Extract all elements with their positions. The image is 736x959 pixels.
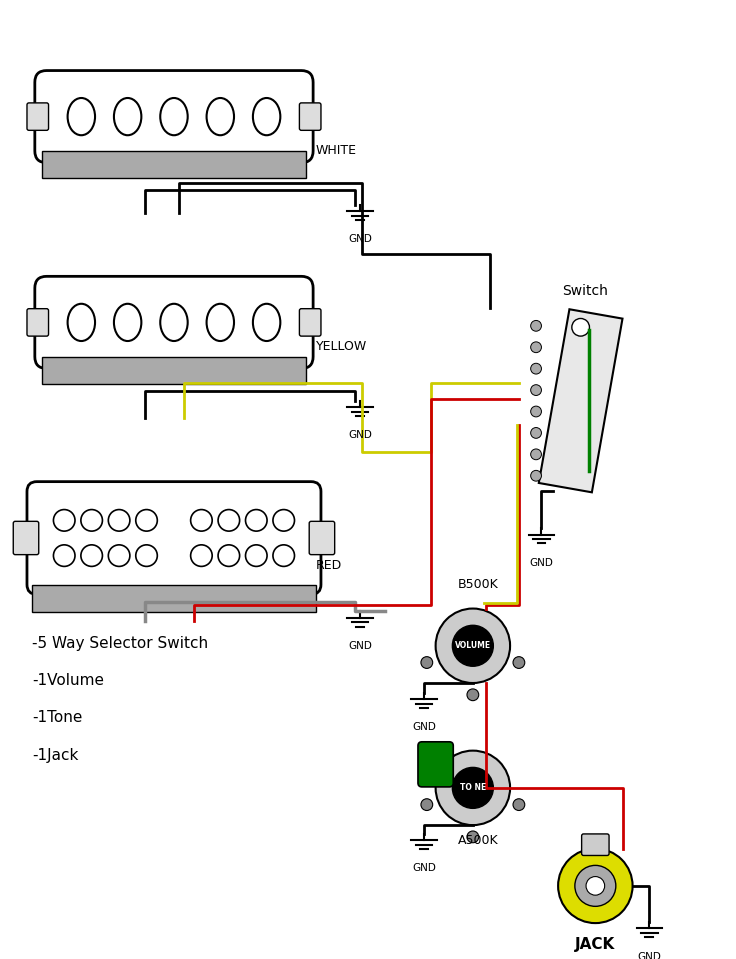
Text: B500K: B500K — [457, 578, 498, 591]
Circle shape — [531, 320, 542, 331]
Circle shape — [436, 751, 510, 825]
Circle shape — [436, 609, 510, 683]
Text: -1Volume: -1Volume — [32, 673, 104, 689]
Ellipse shape — [246, 545, 267, 567]
Circle shape — [572, 318, 590, 336]
Circle shape — [453, 625, 493, 667]
Ellipse shape — [253, 98, 280, 135]
Ellipse shape — [218, 509, 240, 531]
Ellipse shape — [81, 545, 102, 567]
Text: GND: GND — [348, 641, 372, 651]
Circle shape — [531, 341, 542, 353]
Circle shape — [467, 689, 478, 701]
Ellipse shape — [68, 98, 95, 135]
FancyBboxPatch shape — [13, 522, 39, 554]
Text: WHITE: WHITE — [316, 145, 357, 157]
Circle shape — [531, 428, 542, 438]
FancyBboxPatch shape — [32, 585, 316, 612]
Ellipse shape — [108, 509, 130, 531]
Ellipse shape — [54, 509, 75, 531]
Text: GND: GND — [412, 722, 436, 733]
FancyBboxPatch shape — [27, 309, 49, 336]
FancyBboxPatch shape — [35, 276, 313, 368]
FancyBboxPatch shape — [581, 834, 609, 855]
Ellipse shape — [54, 545, 75, 567]
FancyBboxPatch shape — [27, 103, 49, 130]
FancyBboxPatch shape — [35, 71, 313, 163]
Text: Switch: Switch — [562, 284, 609, 298]
Polygon shape — [539, 309, 623, 492]
FancyBboxPatch shape — [300, 309, 321, 336]
Ellipse shape — [81, 509, 102, 531]
Text: GND: GND — [637, 951, 661, 959]
Ellipse shape — [273, 545, 294, 567]
Ellipse shape — [160, 98, 188, 135]
FancyBboxPatch shape — [418, 742, 453, 787]
Circle shape — [513, 657, 525, 668]
FancyBboxPatch shape — [42, 357, 306, 385]
Ellipse shape — [253, 304, 280, 341]
Text: TO NE: TO NE — [460, 784, 486, 792]
Text: GND: GND — [412, 863, 436, 874]
Ellipse shape — [207, 98, 234, 135]
Ellipse shape — [191, 545, 212, 567]
Ellipse shape — [160, 304, 188, 341]
Circle shape — [586, 877, 605, 895]
Text: GND: GND — [348, 234, 372, 245]
Ellipse shape — [135, 509, 158, 531]
Ellipse shape — [68, 304, 95, 341]
FancyBboxPatch shape — [42, 151, 306, 178]
Circle shape — [453, 767, 493, 808]
Ellipse shape — [191, 509, 212, 531]
Circle shape — [421, 657, 433, 668]
Ellipse shape — [114, 98, 141, 135]
Circle shape — [531, 406, 542, 417]
FancyBboxPatch shape — [27, 481, 321, 595]
Ellipse shape — [273, 509, 294, 531]
Text: -1Jack: -1Jack — [32, 748, 78, 762]
Circle shape — [531, 385, 542, 395]
Ellipse shape — [108, 545, 130, 567]
Ellipse shape — [114, 304, 141, 341]
Ellipse shape — [135, 545, 158, 567]
Ellipse shape — [246, 509, 267, 531]
Text: YELLOW: YELLOW — [316, 340, 367, 354]
Text: GND: GND — [348, 431, 372, 440]
Circle shape — [558, 849, 632, 924]
FancyBboxPatch shape — [300, 103, 321, 130]
FancyBboxPatch shape — [309, 522, 335, 554]
Circle shape — [513, 799, 525, 810]
Text: GND: GND — [529, 557, 553, 568]
Circle shape — [531, 470, 542, 481]
Circle shape — [421, 799, 433, 810]
Ellipse shape — [218, 545, 240, 567]
Text: JACK: JACK — [576, 937, 615, 952]
Circle shape — [467, 831, 478, 843]
Circle shape — [531, 449, 542, 459]
Text: RED: RED — [316, 559, 342, 572]
Ellipse shape — [207, 304, 234, 341]
Text: A500K: A500K — [458, 833, 498, 847]
Circle shape — [531, 363, 542, 374]
Text: -5 Way Selector Switch: -5 Way Selector Switch — [32, 636, 208, 651]
Text: -1Tone: -1Tone — [32, 711, 82, 725]
Text: VOLUME: VOLUME — [455, 642, 491, 650]
Circle shape — [575, 865, 616, 906]
